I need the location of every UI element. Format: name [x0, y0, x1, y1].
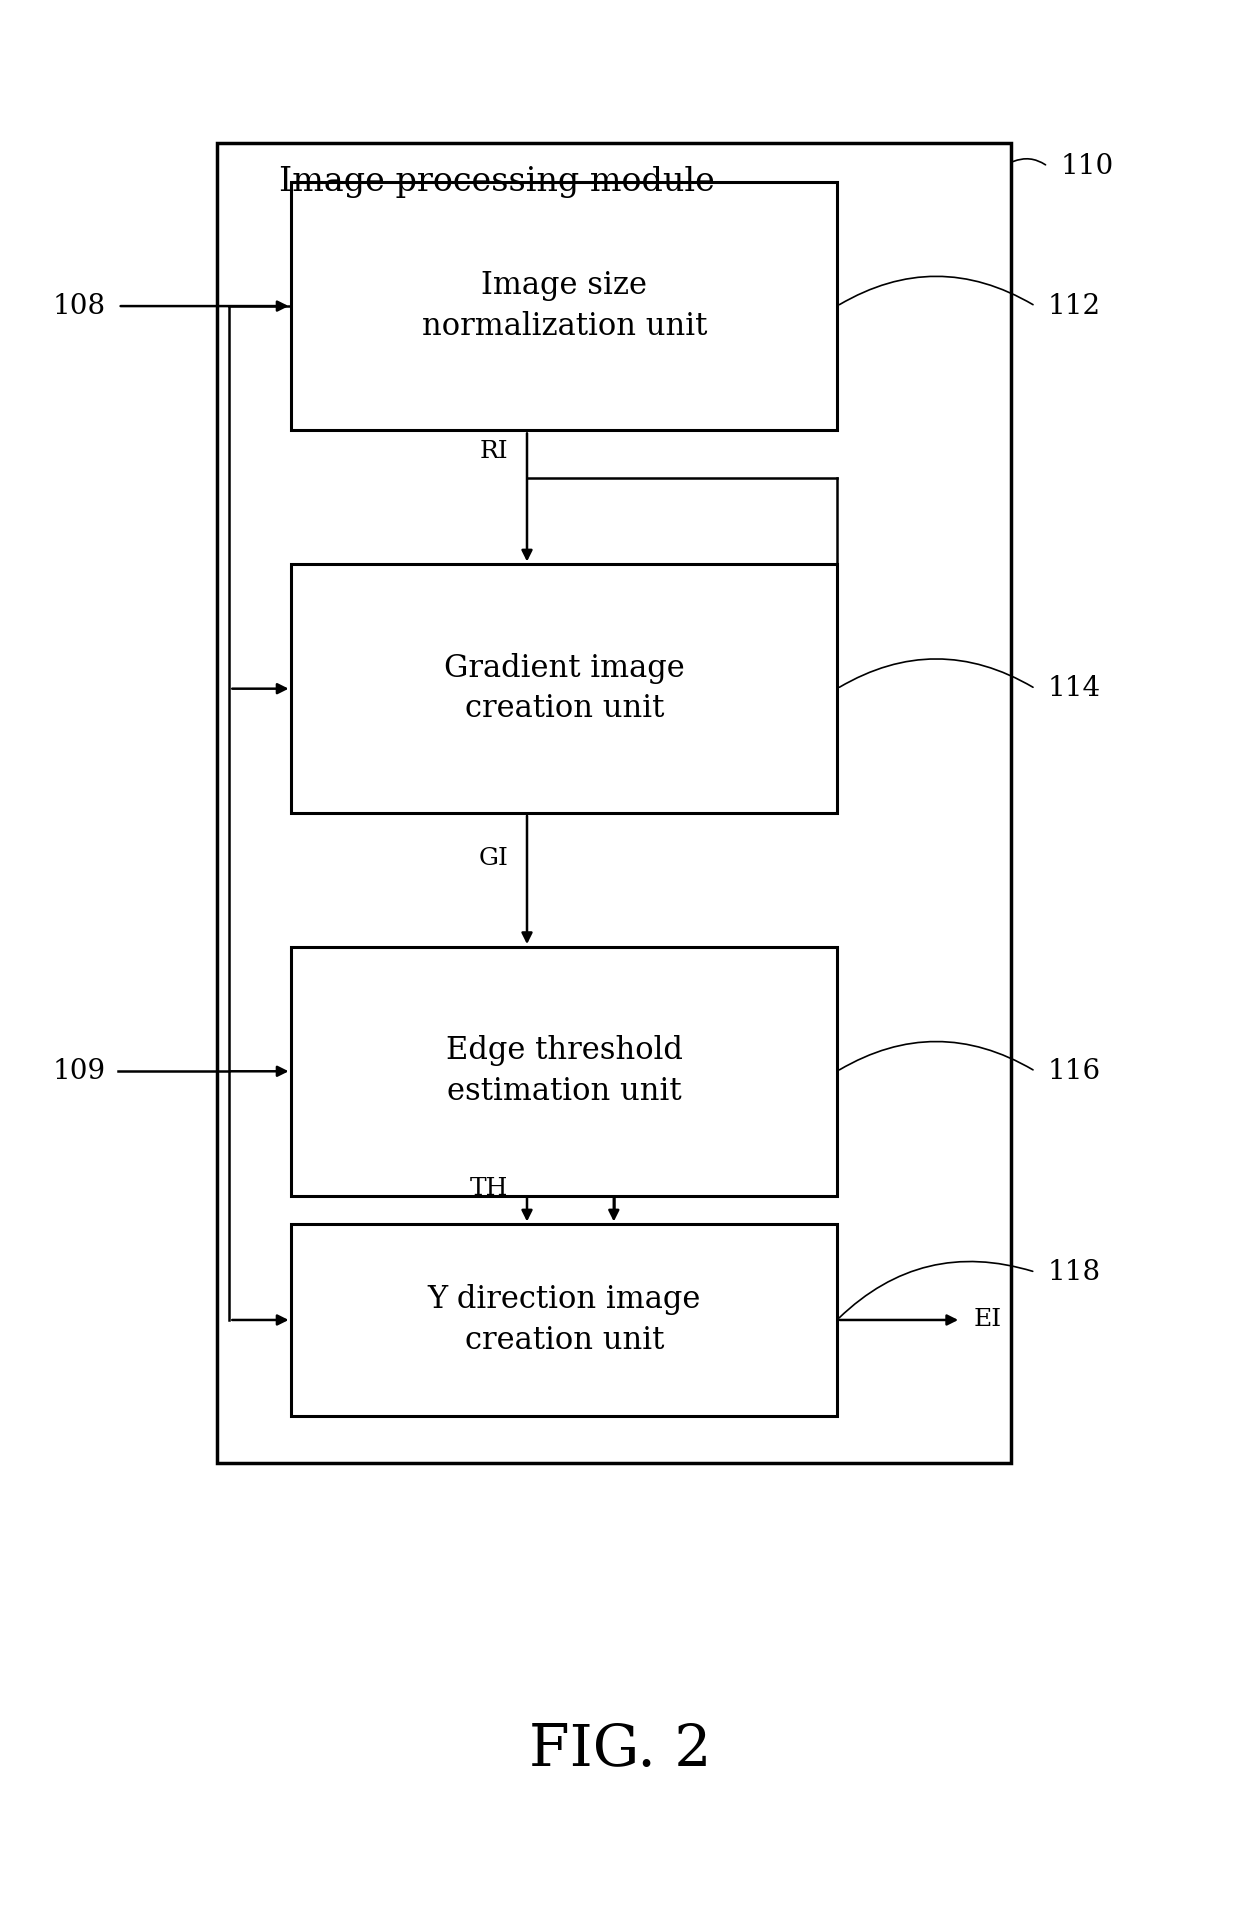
Text: 118: 118	[1048, 1259, 1101, 1286]
Text: 112: 112	[1048, 293, 1101, 319]
Bar	[291, 947, 837, 1196]
Text: GI: GI	[479, 847, 508, 870]
Text: Edge threshold
estimation unit: Edge threshold estimation unit	[445, 1035, 683, 1108]
Bar	[217, 143, 1011, 1463]
Text: Gradient image
creation unit: Gradient image creation unit	[444, 652, 684, 725]
Bar	[291, 1224, 837, 1416]
Text: 108: 108	[52, 293, 105, 319]
Text: FIG. 2: FIG. 2	[528, 1722, 712, 1779]
Text: TH: TH	[470, 1176, 508, 1201]
Text: 114: 114	[1048, 675, 1101, 702]
Text: Image processing module: Image processing module	[279, 166, 715, 197]
Text: 109: 109	[52, 1058, 105, 1085]
Text: 110: 110	[1060, 153, 1114, 180]
Text: Image size
normalization unit: Image size normalization unit	[422, 270, 707, 342]
Text: EI: EI	[973, 1308, 1002, 1331]
Text: RI: RI	[480, 440, 508, 463]
Text: Y direction image
creation unit: Y direction image creation unit	[428, 1284, 701, 1356]
Text: 116: 116	[1048, 1058, 1101, 1085]
Bar	[291, 182, 837, 430]
Bar	[291, 564, 837, 813]
